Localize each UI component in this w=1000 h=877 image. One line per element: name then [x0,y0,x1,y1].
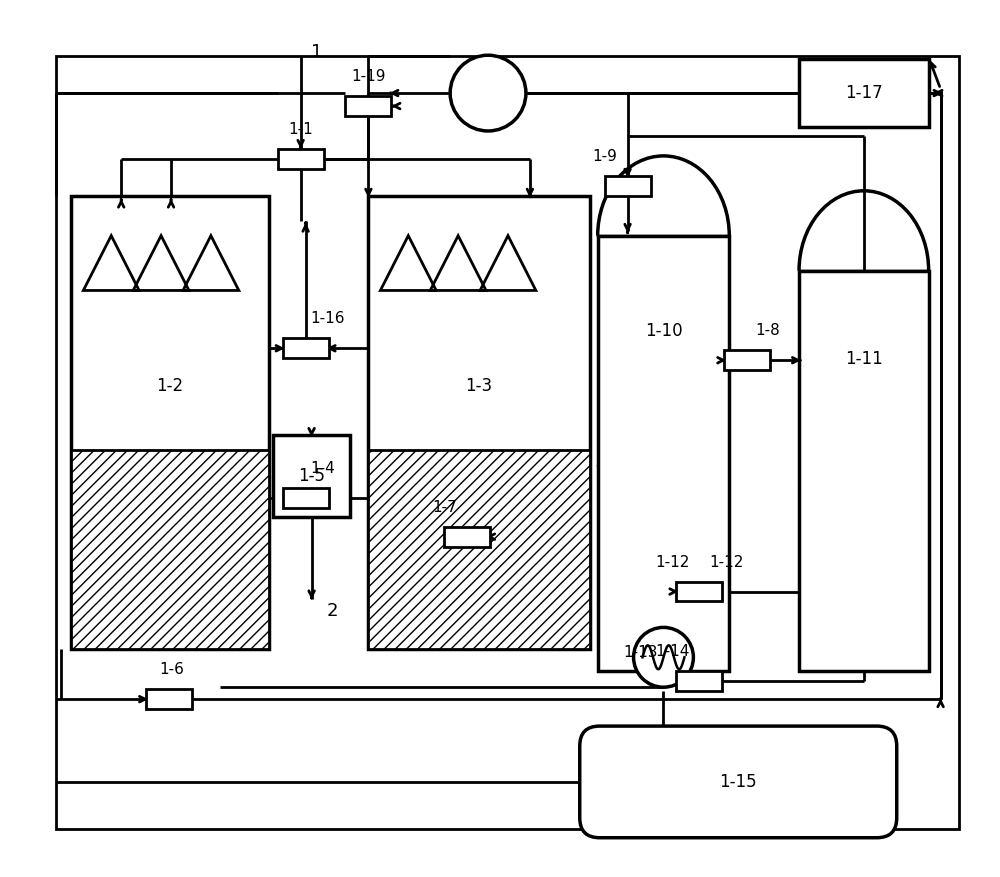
Text: 1-12: 1-12 [709,554,744,569]
Text: 1-11: 1-11 [845,350,883,367]
Bar [368,450,590,649]
Text: 1: 1 [311,43,322,61]
Bar [146,689,192,709]
Circle shape [634,627,693,688]
FancyBboxPatch shape [580,726,897,838]
Text: 1-14: 1-14 [655,645,689,660]
Text: 1-15: 1-15 [719,773,757,791]
Circle shape [450,55,526,131]
Bar [283,488,329,508]
Bar [598,236,729,671]
Bar [56,56,959,829]
Text: 1-6: 1-6 [159,662,184,677]
Text: 1-2: 1-2 [156,377,184,396]
Bar [799,60,929,127]
Bar [273,435,350,517]
Text: 1-10: 1-10 [645,323,682,340]
Bar [799,270,929,671]
Text: 1-12: 1-12 [655,554,689,569]
Bar [676,581,722,602]
Text: 1-4: 1-4 [311,461,335,476]
Bar [444,527,490,546]
Text: 1-17: 1-17 [845,84,883,102]
Bar [71,450,269,649]
Bar [283,339,329,359]
Bar [605,175,651,196]
Text: 1-8: 1-8 [755,324,780,339]
Text: 1-9: 1-9 [593,149,618,164]
Text: 1-16: 1-16 [311,311,345,326]
Text: 2: 2 [327,602,338,620]
Text: 1-7: 1-7 [432,500,457,515]
Text: 1-19: 1-19 [351,69,386,84]
Bar [724,350,770,370]
Text: 1-5: 1-5 [298,467,325,485]
Text: 1-3: 1-3 [466,377,493,396]
Bar [71,196,269,649]
Bar [676,671,722,691]
Bar [278,149,324,169]
Text: 1-1: 1-1 [288,122,313,137]
Text: 1-13: 1-13 [624,645,658,660]
Bar [368,196,590,649]
Bar [345,96,391,116]
